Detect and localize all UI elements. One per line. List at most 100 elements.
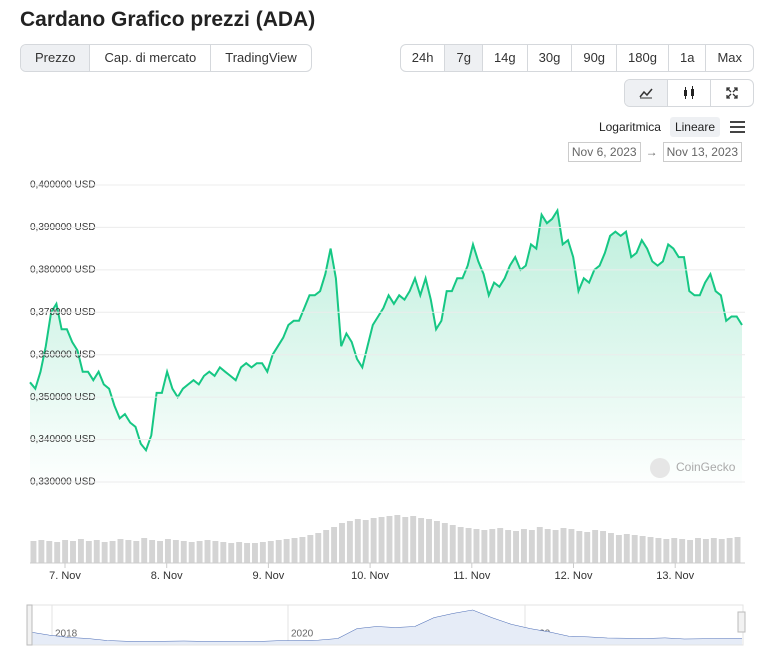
range-button[interactable]: 14g [481, 45, 527, 71]
volume-bar [702, 539, 709, 563]
volume-bar [267, 541, 274, 563]
date-separator: → [645, 145, 658, 159]
volume-bar [568, 529, 575, 563]
volume-bar [117, 539, 124, 563]
volume-bar [576, 531, 583, 563]
range-button[interactable]: 7g [444, 45, 482, 71]
range-button[interactable]: 24h [411, 50, 434, 65]
tab[interactable]: TradingView [210, 45, 311, 71]
volume-bar [30, 541, 37, 563]
volume-bar [204, 540, 211, 563]
navigator-handle[interactable] [26, 604, 33, 646]
x-tick-label: 13. Nov [656, 570, 694, 582]
volume-bar [679, 539, 686, 563]
tab[interactable]: Prezzo [21, 45, 90, 71]
volume-bar [710, 538, 717, 563]
volume-bar [734, 537, 741, 563]
title: Cardano Grafico prezzi (ADA) [20, 8, 316, 31]
volume-bar [54, 542, 61, 563]
volume-bar [687, 540, 694, 563]
date-to[interactable]: Nov 13, 2023 [662, 142, 742, 162]
volume-bar [655, 538, 662, 563]
volume-bar [157, 541, 163, 563]
range-button[interactable]: 90g [571, 45, 616, 71]
volume-bar [141, 538, 148, 563]
volume-bar [418, 518, 425, 563]
volume-bar [647, 537, 654, 563]
volume-bar [180, 541, 187, 563]
volume-bar [402, 517, 409, 563]
x-tick-label: 8. Nov [151, 570, 183, 582]
volume-bar [362, 520, 369, 563]
volume-bar [465, 528, 472, 563]
volume-bar [339, 523, 345, 563]
volume-bar [228, 543, 235, 563]
volume-bar [584, 532, 591, 563]
volume-bar [386, 516, 393, 563]
volume-bar [101, 542, 108, 563]
range-button[interactable]: 1a [667, 45, 705, 71]
volume-bar [505, 530, 512, 563]
volume-bar [457, 527, 464, 563]
volume-bar [536, 527, 543, 563]
icon-group [624, 79, 754, 107]
tab[interactable]: Cap. di mercato [89, 45, 210, 71]
volume-bar [85, 541, 92, 563]
volume-bar [38, 540, 45, 563]
volume-bar [513, 531, 519, 563]
scale-option[interactable]: Lineare [669, 117, 720, 137]
volume-bar [125, 540, 132, 563]
tab-group: Prezzo Cap. di mercato TradingView [20, 44, 312, 72]
line-chart-button[interactable] [625, 80, 667, 106]
navigator-label: 2018 [55, 629, 78, 640]
range-button[interactable]: Max [705, 45, 753, 71]
volume-bar [726, 538, 733, 563]
date-from[interactable]: Nov 6, 2023 [567, 142, 641, 162]
menu-icon[interactable] [730, 120, 746, 134]
navigator-label: 2020 [291, 629, 314, 640]
fullscreen-button[interactable] [710, 80, 753, 106]
x-tick-label: 11. Nov [453, 570, 491, 582]
scale-option[interactable]: Logaritmica [598, 120, 661, 134]
price-area [30, 210, 742, 492]
volume-bar [592, 530, 599, 563]
volume-bar [671, 538, 678, 563]
volume-bar [93, 540, 100, 563]
scale-switch: Logaritmica Lineare [594, 117, 746, 137]
volume-bar [109, 541, 116, 563]
volume-bar [623, 534, 630, 563]
volume-bar [259, 542, 266, 563]
volume-bar [639, 536, 646, 563]
range-button[interactable]: 180g [616, 45, 668, 71]
volume-bar [164, 539, 171, 563]
volume-bar [46, 541, 53, 563]
range-button[interactable]: 30g [526, 45, 572, 71]
volume-bar [528, 530, 535, 563]
watermark-logo [650, 458, 670, 478]
volume-bar [236, 542, 243, 563]
volume-bar [433, 521, 440, 563]
volume-bar [315, 533, 322, 563]
volume-bar [600, 531, 607, 563]
volume-bar [615, 535, 622, 563]
volume-bar [552, 530, 559, 563]
navigator-handle[interactable] [737, 611, 746, 633]
range-group: 24h 7g 14g 30g 90g 180g 1a Max [399, 44, 754, 72]
volume-bar [473, 529, 480, 563]
volume-bar [394, 515, 401, 563]
volume-bar [212, 541, 219, 563]
volume-bar [220, 542, 227, 563]
volume-bar [196, 541, 203, 563]
volume-bar [560, 528, 567, 563]
volume-bar [70, 541, 76, 563]
volume-bar [307, 535, 314, 563]
x-tick-label: 7. Nov [49, 570, 81, 582]
watermark: CoinGecko [676, 460, 736, 474]
volume-bar [695, 538, 701, 563]
volume-bar [188, 542, 195, 563]
candle-chart-button[interactable] [667, 80, 710, 106]
volume-bar [378, 517, 385, 563]
navigator-area [30, 610, 742, 645]
